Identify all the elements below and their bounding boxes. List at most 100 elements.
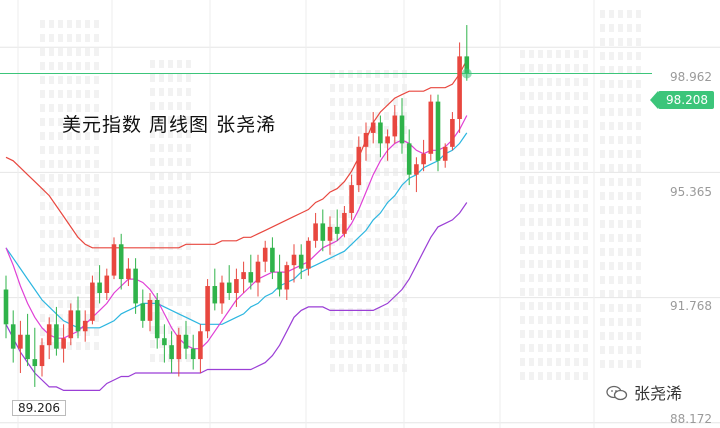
background-block <box>67 342 72 350</box>
background-block <box>529 148 534 156</box>
background-block <box>339 350 344 358</box>
background-block <box>40 48 45 56</box>
background-block <box>636 108 641 116</box>
background-block <box>49 174 54 182</box>
candle-body <box>205 286 210 332</box>
background-block <box>159 116 164 124</box>
background-block <box>76 216 81 224</box>
background-block <box>85 132 90 140</box>
background-block <box>520 288 525 296</box>
background-block <box>339 336 344 344</box>
background-block <box>339 364 344 372</box>
background-block <box>538 78 543 86</box>
background-block <box>618 136 623 144</box>
background-block <box>538 372 543 380</box>
background-block <box>565 190 570 198</box>
background-block <box>168 256 173 264</box>
background-block <box>547 134 552 142</box>
background-block <box>49 314 54 322</box>
background-block <box>150 270 155 278</box>
background-block <box>538 316 543 324</box>
background-block <box>177 102 182 110</box>
background-block <box>636 234 641 242</box>
background-block <box>574 372 579 380</box>
background-block <box>339 322 344 330</box>
background-block <box>547 50 552 58</box>
candle-body <box>291 254 297 266</box>
background-block <box>40 76 45 84</box>
background-block <box>609 136 614 144</box>
background-block <box>574 120 579 128</box>
candle-body <box>140 303 146 321</box>
background-block <box>574 232 579 240</box>
background-block <box>520 232 525 240</box>
background-block <box>58 118 63 126</box>
candle-body <box>392 115 398 137</box>
background-block <box>547 372 552 380</box>
background-block <box>565 78 570 86</box>
background-block <box>177 256 182 264</box>
indicator-lines <box>5 59 468 391</box>
background-block <box>40 300 45 308</box>
background-block <box>168 116 173 124</box>
background-block <box>330 308 335 316</box>
background-block <box>529 372 534 380</box>
background-block <box>357 84 362 92</box>
background-block <box>609 360 614 368</box>
background-block <box>529 92 534 100</box>
background-block <box>339 210 344 218</box>
background-block <box>76 188 81 196</box>
background-block <box>94 90 99 98</box>
background-block <box>583 274 588 282</box>
background-block <box>636 318 641 326</box>
background-block <box>574 330 579 338</box>
background-block <box>186 242 191 250</box>
background-block <box>366 70 371 78</box>
background-block <box>177 158 182 166</box>
background-block <box>339 196 344 204</box>
background-block <box>529 120 534 128</box>
background-block <box>94 314 99 322</box>
background-block <box>49 146 54 154</box>
background-block <box>636 276 641 284</box>
background-block <box>366 364 371 372</box>
background-block <box>40 20 45 28</box>
background-block <box>574 218 579 226</box>
background-block <box>67 118 72 126</box>
background-block <box>529 50 534 58</box>
background-block <box>177 312 182 320</box>
background-block <box>67 76 72 84</box>
background-block <box>556 274 561 282</box>
background-block <box>556 288 561 296</box>
background-block <box>58 202 63 210</box>
background-block <box>357 252 362 260</box>
background-block <box>529 190 534 198</box>
background-block <box>330 210 335 218</box>
background-block <box>556 162 561 170</box>
background-block <box>636 206 641 214</box>
background-block <box>384 350 389 358</box>
background-block <box>547 162 552 170</box>
background-block <box>49 258 54 266</box>
background-block <box>574 344 579 352</box>
background-block <box>186 312 191 320</box>
background-block <box>556 176 561 184</box>
background-block <box>159 284 164 292</box>
background-block <box>58 258 63 266</box>
background-block <box>393 252 398 260</box>
background-block <box>627 80 632 88</box>
background-block <box>94 118 99 126</box>
background-block <box>574 92 579 100</box>
candle-body <box>342 212 347 234</box>
background-block <box>150 130 155 138</box>
background-block <box>58 34 63 42</box>
background-block <box>547 106 552 114</box>
background-block <box>618 52 623 60</box>
candle-body <box>457 56 462 120</box>
background-block <box>375 308 380 316</box>
background-block <box>538 302 543 310</box>
background-block <box>520 260 525 268</box>
background-block <box>339 112 344 120</box>
background-block <box>565 120 570 128</box>
background-block <box>574 64 579 72</box>
